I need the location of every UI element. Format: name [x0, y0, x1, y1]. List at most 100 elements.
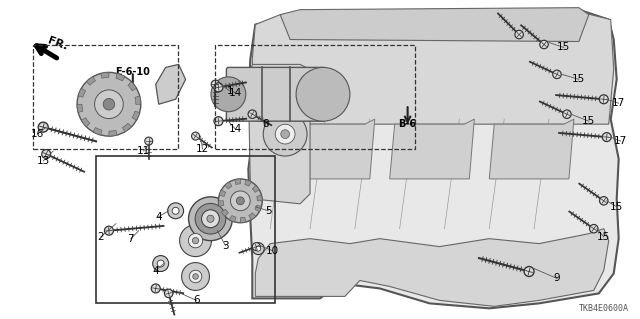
Circle shape [202, 210, 220, 228]
Circle shape [189, 197, 232, 241]
Text: 15: 15 [557, 42, 570, 53]
Text: 14: 14 [228, 88, 242, 98]
Text: 16: 16 [31, 129, 44, 139]
Circle shape [95, 90, 124, 119]
Circle shape [252, 243, 260, 251]
Circle shape [188, 234, 203, 248]
Bar [33, 45, 178, 149]
Circle shape [563, 110, 571, 118]
Text: 3: 3 [222, 241, 228, 251]
Text: 11: 11 [137, 146, 150, 156]
Text: 10: 10 [266, 246, 279, 256]
Circle shape [589, 225, 598, 233]
Text: 7: 7 [127, 234, 134, 244]
Circle shape [153, 256, 169, 271]
Circle shape [602, 133, 611, 142]
Text: E-7-10: E-7-10 [292, 71, 328, 81]
Circle shape [553, 70, 561, 78]
Text: 12: 12 [196, 144, 209, 154]
Wedge shape [135, 96, 141, 104]
Wedge shape [93, 128, 102, 135]
Text: FR.: FR. [46, 35, 69, 51]
Circle shape [195, 204, 226, 234]
Circle shape [214, 83, 223, 92]
Wedge shape [229, 215, 236, 222]
Circle shape [182, 263, 209, 290]
Wedge shape [109, 130, 117, 136]
Polygon shape [280, 8, 589, 41]
Circle shape [191, 132, 200, 140]
Circle shape [230, 191, 250, 211]
Wedge shape [77, 104, 83, 113]
Circle shape [540, 40, 548, 49]
Polygon shape [248, 10, 619, 308]
Wedge shape [132, 111, 140, 120]
Bar [96, 156, 275, 303]
Wedge shape [78, 88, 86, 97]
Polygon shape [290, 119, 375, 179]
Circle shape [211, 77, 246, 112]
Text: TKB4E0600A: TKB4E0600A [579, 304, 628, 313]
Text: 4: 4 [156, 212, 162, 222]
Polygon shape [248, 64, 310, 204]
Circle shape [168, 203, 184, 219]
Wedge shape [255, 205, 262, 212]
Text: 15: 15 [572, 74, 586, 84]
Circle shape [252, 243, 264, 255]
Wedge shape [241, 217, 246, 223]
Wedge shape [252, 185, 259, 192]
Wedge shape [86, 77, 95, 85]
Circle shape [77, 72, 141, 136]
Text: 9: 9 [554, 273, 560, 284]
Wedge shape [218, 201, 224, 206]
Circle shape [180, 225, 211, 256]
Circle shape [275, 124, 295, 144]
Circle shape [218, 179, 262, 223]
Wedge shape [257, 195, 262, 201]
Circle shape [248, 110, 257, 118]
Text: 2: 2 [98, 232, 104, 242]
Wedge shape [219, 190, 226, 197]
Circle shape [214, 117, 223, 126]
Circle shape [211, 80, 220, 89]
Wedge shape [225, 182, 232, 189]
Circle shape [151, 284, 160, 293]
Wedge shape [128, 82, 136, 91]
Circle shape [164, 289, 173, 298]
Circle shape [193, 237, 199, 244]
Text: B-6: B-6 [399, 119, 417, 129]
Text: 5: 5 [265, 206, 271, 216]
Wedge shape [235, 179, 241, 184]
Circle shape [263, 112, 307, 156]
Circle shape [599, 95, 608, 104]
Text: 4: 4 [152, 265, 159, 276]
Bar [216, 45, 415, 149]
FancyBboxPatch shape [227, 67, 325, 121]
Circle shape [189, 270, 202, 283]
Wedge shape [249, 213, 256, 220]
Circle shape [157, 260, 164, 267]
Text: 15: 15 [582, 116, 595, 126]
Circle shape [145, 137, 153, 145]
Text: 14: 14 [228, 124, 242, 134]
Text: 1: 1 [227, 86, 234, 96]
Polygon shape [156, 64, 186, 104]
Text: E-6-10: E-6-10 [115, 67, 150, 78]
Wedge shape [116, 73, 125, 81]
Circle shape [38, 122, 48, 132]
Text: 13: 13 [36, 156, 50, 166]
Text: 15: 15 [597, 232, 611, 242]
Circle shape [104, 226, 113, 235]
Circle shape [172, 207, 179, 214]
Circle shape [515, 30, 524, 39]
Wedge shape [122, 123, 131, 132]
Text: 17: 17 [614, 136, 627, 146]
Circle shape [103, 99, 115, 110]
Polygon shape [390, 119, 474, 179]
Circle shape [236, 197, 244, 205]
Circle shape [296, 67, 350, 121]
Polygon shape [489, 119, 574, 179]
Circle shape [524, 267, 534, 277]
Circle shape [42, 150, 51, 159]
Circle shape [600, 197, 608, 205]
